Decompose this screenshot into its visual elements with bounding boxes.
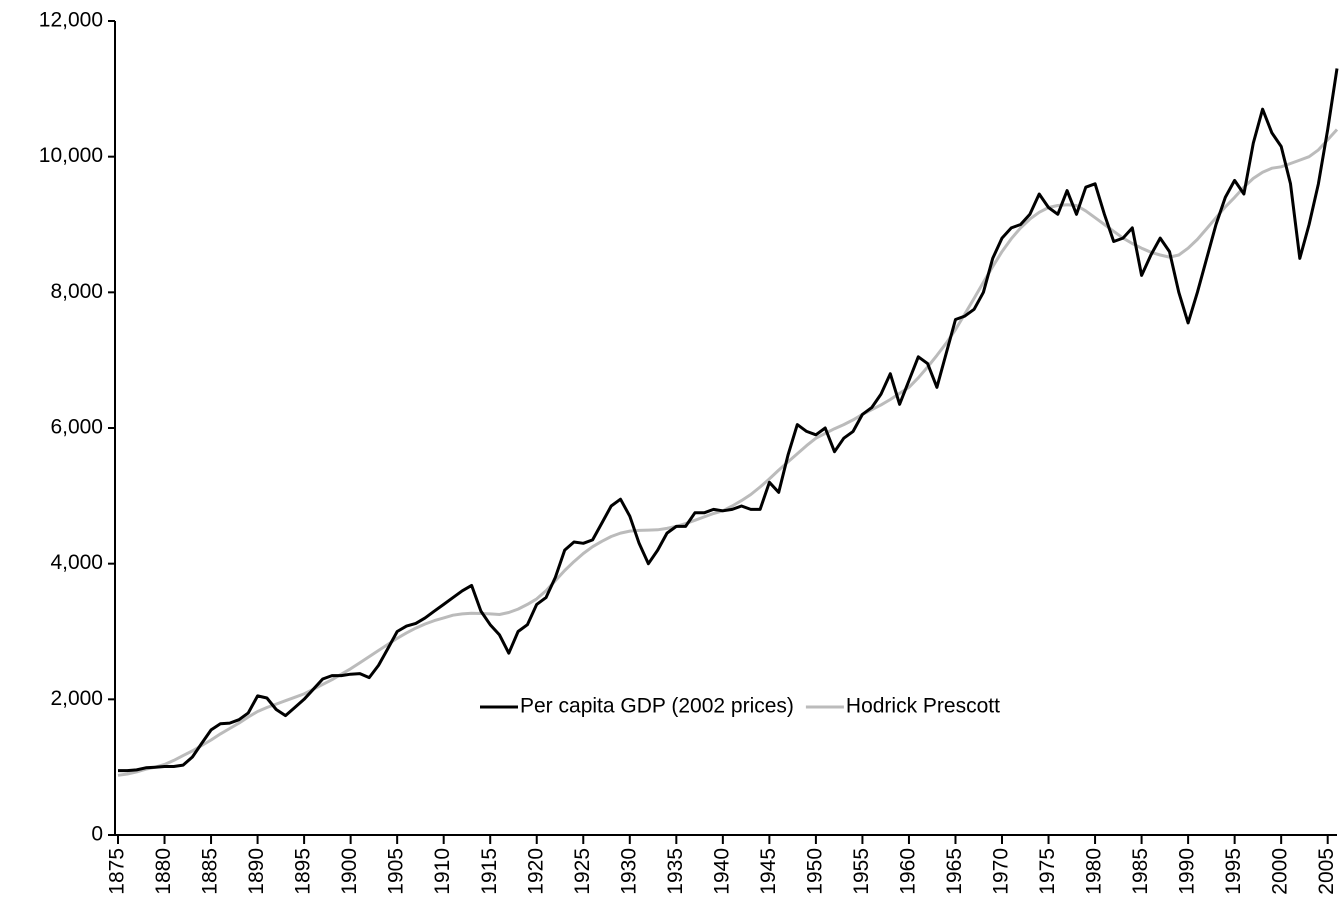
x-tick-label: 1980	[1083, 848, 1106, 895]
y-tick-label: 6,000	[50, 416, 103, 439]
x-tick-label: 1915	[478, 848, 501, 895]
x-tick-label: 1900	[338, 848, 361, 895]
x-tick-label: 1990	[1176, 848, 1199, 895]
x-tick-label: 1880	[152, 848, 175, 895]
x-tick-label: 1930	[617, 848, 640, 895]
y-tick-label: 4,000	[50, 551, 103, 574]
x-tick-label: 1960	[897, 848, 920, 895]
x-tick-label: 1940	[710, 848, 733, 895]
x-tick-label: 1905	[385, 848, 408, 895]
y-tick-label: 10,000	[39, 144, 103, 167]
x-tick-label: 1935	[664, 848, 687, 895]
x-tick-label: 1890	[245, 848, 268, 895]
x-tick-label: 1920	[524, 848, 547, 895]
x-tick-label: 1970	[990, 848, 1013, 895]
x-tick-label: 1885	[199, 848, 222, 895]
x-tick-label: 1945	[757, 848, 780, 895]
x-tick-label: 1985	[1129, 848, 1152, 895]
x-tick-label: 1895	[292, 848, 315, 895]
x-tick-label: 1955	[850, 848, 873, 895]
x-tick-label: 1975	[1036, 848, 1059, 895]
x-tick-label: 1950	[803, 848, 826, 895]
series-line	[117, 128, 1339, 777]
series-line	[118, 68, 1339, 773]
y-tick-label: 12,000	[39, 9, 103, 32]
legend-label: Per capita GDP (2002 prices)	[520, 695, 794, 718]
x-tick-label: 1925	[571, 848, 594, 895]
x-tick-label: 2005	[1315, 848, 1338, 895]
y-tick-label: 0	[91, 823, 103, 846]
legend-label: Hodrick Prescott	[846, 695, 1000, 718]
x-tick-label: 1875	[106, 848, 129, 895]
x-tick-label: 1965	[943, 848, 966, 895]
x-tick-label: 1910	[431, 848, 454, 895]
x-tick-label: 1995	[1222, 848, 1245, 895]
y-tick-label: 2,000	[50, 687, 103, 710]
y-tick-label: 8,000	[50, 280, 103, 303]
x-tick-label: 2000	[1269, 848, 1292, 895]
